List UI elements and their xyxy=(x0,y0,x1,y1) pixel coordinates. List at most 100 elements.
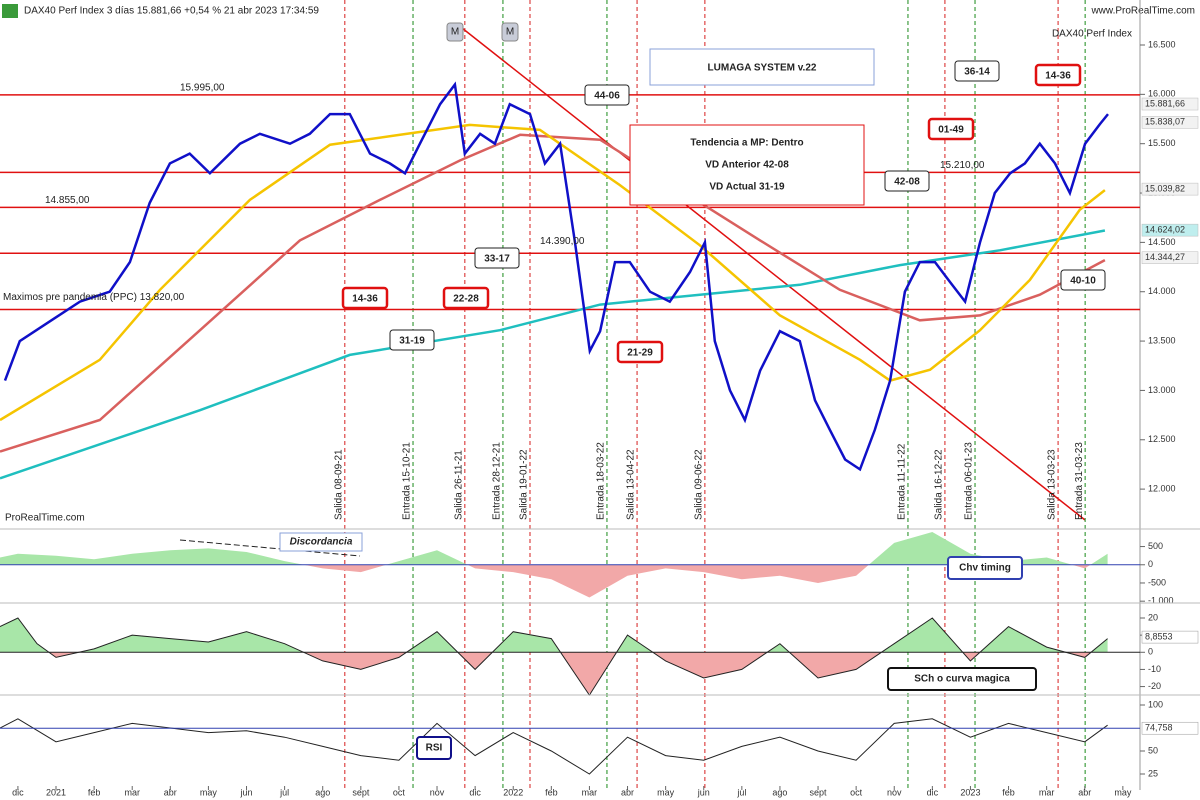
price-tag-label: 15.881,66 xyxy=(1145,98,1185,108)
x-tick-label: mar xyxy=(124,787,140,797)
price-tag xyxy=(1141,182,1199,196)
price-tag-label: 14.624,02 xyxy=(1145,225,1185,235)
title-box xyxy=(649,48,875,86)
price-tag-label: 15.838,07 xyxy=(1145,117,1185,127)
signal-box xyxy=(927,117,975,141)
signal-box-label: 42-08 xyxy=(894,177,920,188)
signal-label: Entrada 06-01-23 xyxy=(964,442,975,520)
value-tag xyxy=(1141,721,1199,735)
y-tick-label: 14.000 xyxy=(1148,286,1176,296)
panel-label: Chv timing xyxy=(959,563,1011,574)
x-tick-label: 2023 xyxy=(960,787,980,797)
signal-box-label: 33-17 xyxy=(484,254,510,265)
signal-box xyxy=(616,340,664,364)
y-tick-label: 12.000 xyxy=(1148,483,1176,493)
y-tick-label: 0 xyxy=(1148,647,1153,657)
series-line xyxy=(0,123,1106,422)
header-title: DAX40 Perf Index 3 días 15.881,66 +0,54 … xyxy=(24,6,319,17)
x-tick-label: mar xyxy=(582,787,598,797)
area-positive xyxy=(0,618,1108,653)
signal-box xyxy=(474,247,520,269)
signal-label: Salida 09-06-22 xyxy=(694,449,705,520)
signal-label: Salida 13-03-23 xyxy=(1047,449,1058,520)
x-tick-label: nov xyxy=(887,787,902,797)
chart-title: LUMAGA SYSTEM v.22 xyxy=(708,63,817,74)
note: Discordancia xyxy=(290,537,353,548)
marker: M xyxy=(451,27,459,38)
value-tag xyxy=(1141,630,1199,644)
signal-box xyxy=(389,329,435,351)
watermark: DAX40 Perf Index xyxy=(1052,29,1132,40)
x-tick-label: ago xyxy=(315,787,330,797)
panel-label-box xyxy=(947,556,1023,580)
x-tick-label: dic xyxy=(927,787,939,797)
signal-box xyxy=(584,84,630,106)
y-tick-label: -500 xyxy=(1148,577,1166,587)
note-box xyxy=(279,532,363,552)
series-line xyxy=(0,229,1106,480)
value-tag-label: 8,8553 xyxy=(1145,631,1173,641)
x-tick-label: feb xyxy=(1002,787,1015,797)
area-negative xyxy=(303,564,1091,598)
header-site: www.ProRealTime.com xyxy=(1090,6,1195,17)
series-line xyxy=(0,133,1106,453)
price-tag xyxy=(1141,223,1199,237)
y-tick-label: 25 xyxy=(1148,768,1158,778)
signal-label: Salida 16-12-22 xyxy=(934,449,945,520)
x-tick-label: feb xyxy=(545,787,558,797)
x-tick-label: nov xyxy=(430,787,445,797)
signal-box-label: 36-14 xyxy=(964,67,990,78)
app-icon xyxy=(2,4,18,18)
x-tick-label: mar xyxy=(1039,787,1055,797)
signal-label: Entrada 15-10-21 xyxy=(402,442,413,520)
signal-label: Entrada 11-11-22 xyxy=(897,443,908,520)
area-negative xyxy=(0,652,1108,693)
y-tick-label: 20 xyxy=(1148,612,1158,622)
value-tag-label: 74,758 xyxy=(1145,723,1173,733)
panel-label: RSI xyxy=(426,743,443,754)
x-tick-label: jun xyxy=(697,787,710,797)
y-tick-label: 13.000 xyxy=(1148,385,1176,395)
level-label: 15.210,00 xyxy=(940,160,985,171)
y-tick-label: 100 xyxy=(1148,699,1163,709)
marker-box xyxy=(501,22,519,42)
signal-label: Entrada 28-12-21 xyxy=(492,442,503,520)
signal-label: Salida 19-01-22 xyxy=(519,449,530,520)
signal-label: Entrada 18-03-22 xyxy=(596,442,607,520)
marker: M xyxy=(506,27,514,38)
series-line xyxy=(3,81,1109,472)
x-tick-label: sept xyxy=(352,787,370,797)
y-tick-label: 15.500 xyxy=(1148,138,1176,148)
x-tick-label: dic xyxy=(12,787,24,797)
y-tick-label: 13.500 xyxy=(1148,335,1176,345)
signal-box-label: 14-36 xyxy=(1045,71,1071,82)
x-tick-label: abr xyxy=(164,787,177,797)
signal-box-label: 31-19 xyxy=(399,336,425,347)
y-tick-label: -10 xyxy=(1148,664,1161,674)
price-tag xyxy=(1141,97,1199,111)
signal-box-label: 21-29 xyxy=(627,348,653,359)
signal-label: Entrada 31-03-23 xyxy=(1074,442,1085,520)
level-label: 14.855,00 xyxy=(45,195,90,206)
series-line xyxy=(0,617,1108,697)
signal-box-label: 01-49 xyxy=(938,125,964,136)
signal-box xyxy=(341,286,389,310)
signal-box xyxy=(884,170,930,192)
y-tick-label: 14.500 xyxy=(1148,237,1176,247)
x-tick-label: oct xyxy=(850,787,863,797)
x-tick-label: abr xyxy=(621,787,634,797)
signal-label: Salida 08-09-21 xyxy=(333,449,344,520)
level-label: 14.390,00 xyxy=(540,236,585,247)
y-tick-label: -1.000 xyxy=(1148,596,1174,606)
brand: ProRealTime.com xyxy=(5,513,85,524)
level-label: Maximos pre pandemia (PPC) 13.820,00 xyxy=(3,292,185,303)
signal-label: Salida 26-11-21 xyxy=(453,450,464,520)
signal-box xyxy=(1060,269,1106,291)
x-tick-label: feb xyxy=(88,787,101,797)
y-tick-label: -20 xyxy=(1148,681,1161,691)
y-tick-label: 50 xyxy=(1148,745,1158,755)
info-line: VD Actual 31-19 xyxy=(709,182,785,193)
y-tick-label: 500 xyxy=(1148,541,1163,551)
signal-box xyxy=(1034,63,1082,87)
